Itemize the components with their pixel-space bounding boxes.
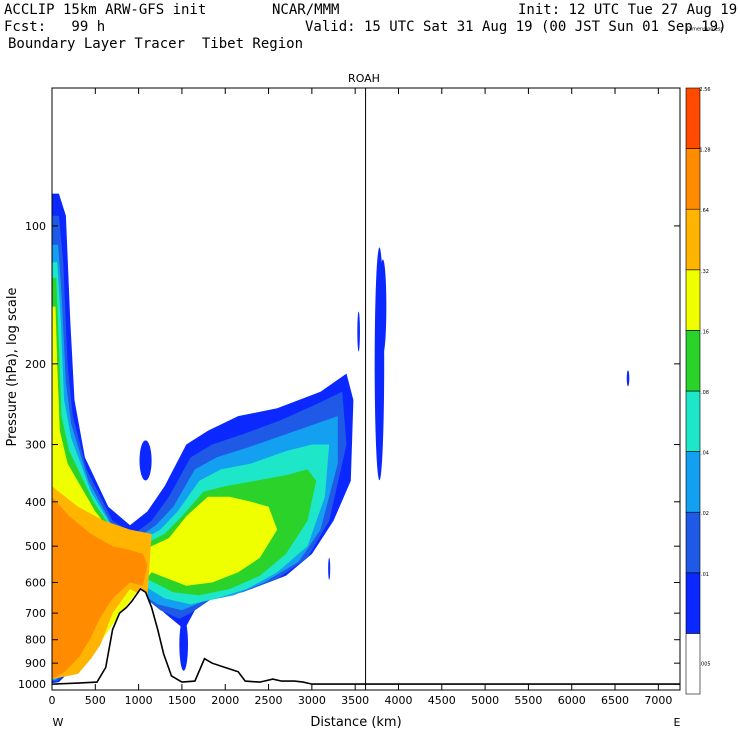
- init-time: Init: 12 UTC Tue 27 Aug 19: [518, 2, 738, 18]
- tracer-blob-3: [379, 259, 387, 354]
- colorbar-box-4: [685, 390, 701, 452]
- y-tick-label: 300: [25, 439, 46, 452]
- colorbar-box-9: [685, 87, 701, 149]
- colorbar-box-3: [685, 451, 701, 513]
- colorbar-label: .01: [701, 572, 709, 578]
- plot-frame: [51, 87, 681, 691]
- y-tick-label: 600: [25, 576, 46, 589]
- x-tick-label: 7000: [644, 694, 672, 707]
- x-tick-label: 6500: [601, 694, 629, 707]
- x-tick-label: 0: [49, 694, 56, 707]
- terrain-line: [52, 587, 680, 685]
- tracer-blob-5: [179, 618, 188, 671]
- colorbar-box-5: [685, 330, 701, 392]
- colorbar-label: .32: [701, 269, 709, 275]
- y-tick-label: 800: [25, 634, 46, 647]
- terrain-fill: [52, 589, 680, 690]
- colorbar-label: .02: [701, 511, 709, 517]
- tracer-blob-7: [357, 311, 360, 352]
- x-tick-label: 2500: [255, 694, 283, 707]
- colorbar-label: 1.28: [699, 148, 710, 154]
- x-tick-label: 3000: [298, 694, 326, 707]
- y-tick-label: 100: [25, 220, 46, 233]
- tracer-blob-1: [139, 440, 152, 481]
- x-axis-label: Distance (km): [310, 715, 401, 730]
- tracer-blob-6: [328, 557, 331, 580]
- valid-time: Valid: 15 UTC Sat 31 Aug 19 (00 JST Sun …: [305, 19, 727, 35]
- colorbar-box-1: [685, 572, 701, 634]
- x-tick-label: 2000: [211, 694, 239, 707]
- colorbar-box-0: [685, 633, 701, 695]
- x-tick-label: 5500: [514, 694, 542, 707]
- x-tick-label: 1500: [168, 694, 196, 707]
- x-tick-label: 4000: [384, 694, 412, 707]
- y-tick-label: 1000: [18, 678, 46, 691]
- y-tick-label: 400: [25, 496, 46, 509]
- field-name: Boundary Layer Tracer Tibet Region: [8, 36, 304, 52]
- x-tick-label: 1000: [125, 694, 153, 707]
- x-tick-label: 4500: [428, 694, 456, 707]
- tracer-region-8: [52, 496, 148, 680]
- y-tick-label: 900: [25, 657, 46, 670]
- colorbar-label: 2.56: [699, 87, 710, 93]
- colorbar-label: .08: [701, 390, 709, 396]
- forecast-hour: Fcst: 99 h: [4, 19, 106, 35]
- y-tick-label: 200: [25, 358, 46, 371]
- colorbar-box-6: [685, 269, 701, 331]
- y-axis-label: Pressure (hPa), log scale: [5, 288, 20, 447]
- x-tick-label: 5000: [471, 694, 499, 707]
- y-tick-label: 500: [25, 540, 46, 553]
- colorbar-label: Dimensionless: [687, 26, 724, 32]
- colorbar-label: .005: [699, 662, 710, 668]
- west-label: W: [53, 716, 64, 729]
- tracer-blob-4: [626, 370, 630, 387]
- chart-title: ROAH: [348, 72, 380, 85]
- colorbar-box-8: [685, 148, 701, 210]
- colorbar-box-7: [685, 208, 701, 271]
- y-tick-label: 700: [25, 607, 46, 620]
- model-title: ACCLIP 15km ARW-GFS init: [4, 2, 207, 18]
- colorbar-label: .04: [701, 451, 709, 457]
- center-label: NCAR/MMM: [272, 2, 340, 18]
- east-label: E: [674, 716, 681, 729]
- colorbar-box-2: [685, 511, 701, 574]
- colorbar-label: .64: [701, 208, 709, 214]
- tracer-layer: [52, 193, 680, 690]
- colorbar-label: .16: [701, 329, 709, 335]
- x-tick-label: 500: [85, 694, 106, 707]
- x-tick-label: 6000: [558, 694, 586, 707]
- x-tick-label: 3500: [341, 694, 369, 707]
